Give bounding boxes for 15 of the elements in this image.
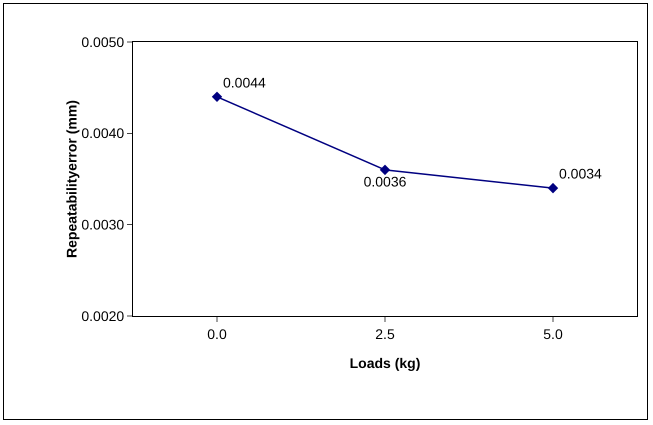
data-label: 0.0036 [364,173,407,190]
y-tick-label: 0.0040 [81,125,124,142]
x-tick-label: 5.0 [543,326,563,342]
x-tick-label: 0.0 [207,326,227,342]
data-label: 0.0044 [223,74,266,90]
point [380,164,390,176]
y-tick-label: 0.0030 [81,216,124,233]
x-tick-label: 2.5 [375,326,395,342]
point [548,182,558,194]
y-tick-label: 0.0050 [81,34,124,50]
y-axis-title: Repeatabilityerror (mm) [63,100,80,258]
point [212,92,222,102]
data-label: 0.0034 [559,166,602,182]
y-tick-label: 0.0020 [81,308,124,324]
x-axis-title: Loads (kg) [350,355,420,371]
